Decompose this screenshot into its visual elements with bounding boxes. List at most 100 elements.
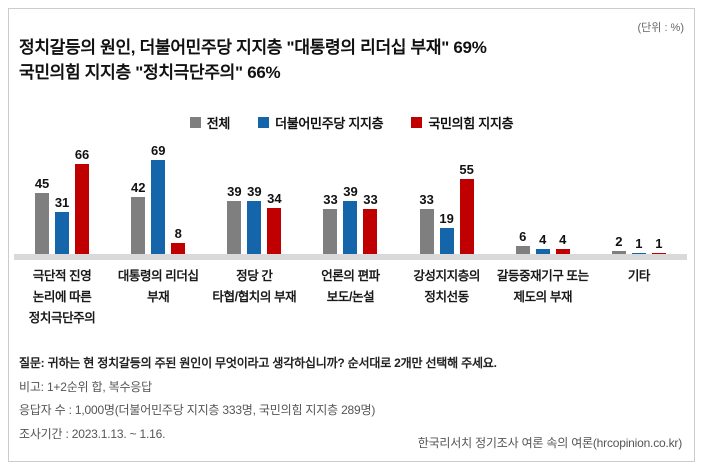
bar-column: 45 xyxy=(35,177,49,254)
value-label: 2 xyxy=(615,234,623,249)
bar-series-1 xyxy=(631,253,646,254)
value-label: 19 xyxy=(439,211,454,226)
bar-series-2 xyxy=(363,209,378,254)
bar-column: 1 xyxy=(631,237,646,254)
bar-group-1: 42 69 8 xyxy=(110,144,206,254)
category-label-line: 언론의 편파 xyxy=(321,269,380,283)
legend-item-2: 국민의힘 지지층 xyxy=(411,113,514,132)
bar-series-0 xyxy=(35,193,50,254)
category-label-1: 대통령의 리더십 부재 xyxy=(110,266,206,329)
bar-series-0 xyxy=(611,251,626,254)
category-label-line: 제도의 부재 xyxy=(513,290,573,304)
note-question: 질문: 귀하는 현 정치갈등의 주된 원인이 무엇이라고 생각하십니까? 순서대… xyxy=(19,356,497,370)
category-label-line: 정당 간 xyxy=(236,269,273,283)
note-period: 조사기간 : 2023.1.13. ~ 1.16. xyxy=(19,426,166,441)
chart-legend: 전체 더불어민주당 지지층 국민의힘 지지층 xyxy=(9,113,694,132)
category-label-line: 보도/논설 xyxy=(326,290,375,304)
bar-series-1 xyxy=(535,249,550,254)
category-label-line: 타협/협치의 부재 xyxy=(212,290,297,304)
value-label: 33 xyxy=(419,192,434,207)
bar-column: 4 xyxy=(535,233,550,254)
bar-column: 69 xyxy=(151,144,165,254)
bar-column: 33 xyxy=(419,193,434,254)
bar-series-1 xyxy=(247,201,262,254)
bar-column: 6 xyxy=(515,230,530,254)
bar-series-0 xyxy=(419,209,434,254)
bars: 45 31 66 xyxy=(35,148,89,254)
legend-label: 더불어민주당 지지층 xyxy=(275,116,384,131)
bar-series-2 xyxy=(75,164,90,254)
bar-series-2 xyxy=(171,243,186,254)
value-label: 33 xyxy=(323,192,338,207)
value-label: 1 xyxy=(635,236,643,251)
title-line-2: 국민의힘 지지층 "정치극단주의" 66% xyxy=(19,63,281,82)
category-label-line: 논리에 따른 xyxy=(32,290,92,304)
value-label: 31 xyxy=(54,195,70,210)
bar-column: 39 xyxy=(247,185,262,254)
bar-series-2 xyxy=(651,253,666,254)
bar-column: 31 xyxy=(55,196,69,254)
bar-column: 55 xyxy=(459,163,474,254)
bar-group-3: 33 39 33 xyxy=(302,185,398,254)
value-label: 69 xyxy=(150,143,166,158)
bar-group-2: 39 39 34 xyxy=(206,185,302,254)
x-axis-line xyxy=(14,254,687,260)
bar-series-1 xyxy=(343,201,358,254)
bar-series-1 xyxy=(439,228,454,254)
bars: 33 39 33 xyxy=(323,185,378,254)
bar-column: 4 xyxy=(555,233,570,254)
legend-swatch-icon xyxy=(411,117,423,128)
bar-column: 19 xyxy=(439,212,454,254)
category-label-line: 부재 xyxy=(147,290,170,304)
value-label: 66 xyxy=(74,147,90,162)
legend-label: 국민의힘 지지층 xyxy=(428,116,514,131)
page-title: 정치갈등의 원인, 더불어민주당 지지층 "대통령의 리더십 부재" 69% 국… xyxy=(19,35,487,85)
chart-frame: (단위 : %) 정치갈등의 원인, 더불어민주당 지지층 "대통령의 리더십 … xyxy=(8,8,695,462)
category-label-5: 갈등중재기구 또는 제도의 부재 xyxy=(495,266,591,329)
bar-column: 34 xyxy=(267,192,282,254)
legend-item-0: 전체 xyxy=(189,113,231,132)
value-label: 39 xyxy=(247,184,262,199)
bars: 33 19 55 xyxy=(419,163,474,254)
category-label-6: 기타 xyxy=(591,266,687,329)
source-credit: 한국리서치 정기조사 여론 속의 여론(hrcopinion.co.kr) xyxy=(417,436,682,450)
legend-label: 전체 xyxy=(206,116,231,131)
value-label: 45 xyxy=(34,176,50,191)
bar-series-0 xyxy=(515,246,530,254)
category-label-line: 강성지지층의 xyxy=(413,269,480,283)
value-label: 4 xyxy=(539,232,547,247)
unit-label: (단위 : %) xyxy=(637,22,684,34)
value-label: 6 xyxy=(519,229,527,244)
value-label: 33 xyxy=(363,192,378,207)
category-label-line: 정치극단주의 xyxy=(28,311,96,325)
bar-chart: 45 31 66 42 69 8 39 39 34 33 39 33 33 19 55 6 4 4 2 1 1 극단적 … xyxy=(14,134,687,329)
bar-column: 2 xyxy=(611,235,626,254)
bar-series-0 xyxy=(227,201,242,254)
value-label: 42 xyxy=(130,180,146,195)
bar-column: 8 xyxy=(171,227,186,254)
bars: 42 69 8 xyxy=(131,144,186,254)
value-label: 4 xyxy=(559,232,567,247)
value-label: 34 xyxy=(267,191,282,206)
bar-group-0: 45 31 66 xyxy=(14,148,110,254)
bar-column: 33 xyxy=(323,193,338,254)
category-labels: 극단적 진영 논리에 따른 정치극단주의 대통령의 리더십 부재 정당 간 타협/협치의 부… xyxy=(14,266,687,329)
bar-series-2 xyxy=(555,249,570,254)
bar-series-2 xyxy=(267,208,282,254)
category-label-line: 기타 xyxy=(627,269,651,283)
value-label: 39 xyxy=(227,184,242,199)
legend-item-1: 더불어민주당 지지층 xyxy=(258,113,384,132)
bar-column: 1 xyxy=(651,237,666,254)
title-line-1: 정치갈등의 원인, 더불어민주당 지지층 "대통령의 리더십 부재" 69% xyxy=(19,38,487,57)
note-remark: 비고: 1+2순위 합, 복수응답 xyxy=(19,379,152,394)
category-label-line: 정치선동 xyxy=(424,290,469,304)
legend-swatch-icon xyxy=(189,117,201,128)
category-label-line: 극단적 진영 xyxy=(32,269,92,283)
bars: 39 39 34 xyxy=(227,185,282,254)
